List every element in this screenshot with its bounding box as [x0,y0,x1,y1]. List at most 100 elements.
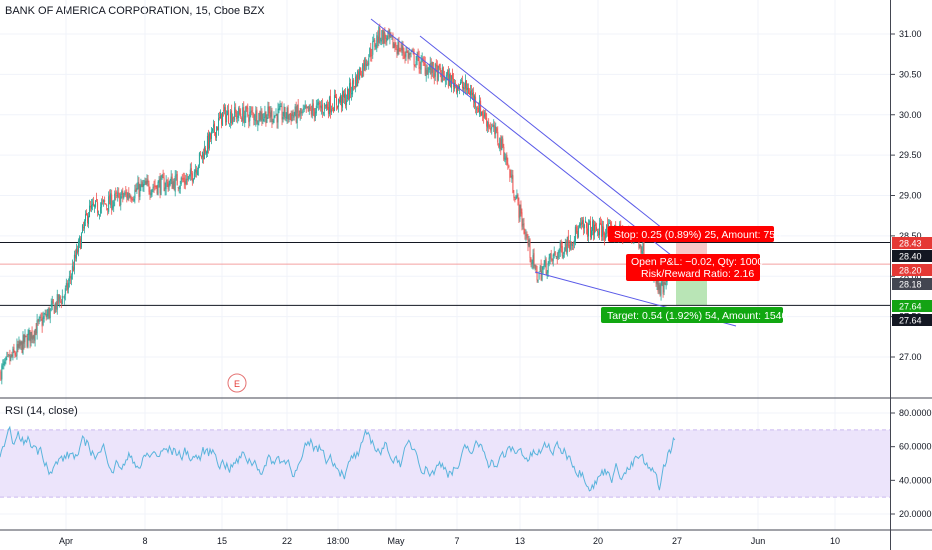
stop-box[interactable]: Stop: 0.25 (0.89%) 25, Amount: 750 [608,226,781,242]
candle-body [420,58,422,70]
candle-body [133,198,135,201]
candle-body [515,196,517,199]
candle-body [17,344,19,348]
candle-body [551,258,553,261]
candle-body [195,169,197,174]
candle-body [287,107,289,119]
candle-body [194,169,196,173]
candle-body [182,178,184,180]
candle-body [284,107,286,118]
candle-body [377,36,379,43]
candle-body [189,169,191,177]
candle-body [67,282,69,290]
candle-body [606,225,608,234]
rsi-tick-label: 80.0000 [899,408,932,418]
candle-body [270,110,272,117]
candle-body [659,285,661,294]
candle-body [471,89,473,95]
candle-body [271,110,273,122]
candle-body [607,223,609,234]
candle-body [381,30,383,41]
candle-body [305,104,307,109]
candle-body [556,255,558,260]
rsi-axis[interactable]: 80.0000 60.0000 40.0000 20.0000 [890,408,932,519]
candle-body [523,223,525,234]
candle-body [400,48,402,50]
candle-body [601,223,603,237]
candle-body [507,163,509,165]
rsi-legend: RSI (14, close) [5,405,78,417]
candle-body [552,254,554,262]
candle-body [16,344,18,356]
price-label-box [892,300,932,312]
candle-body [599,223,601,236]
candle-body [597,231,599,233]
candle-body [81,225,83,233]
candle-body [232,117,234,125]
candle-body [312,103,314,111]
candle-body [72,266,74,271]
candle-body [508,165,510,168]
candle-body [479,100,481,114]
time-tick-label: Jun [751,536,766,546]
candle-body [581,220,583,225]
candle-body [593,219,595,236]
candle-body [542,266,544,270]
candle-body [308,105,310,112]
candle-body [640,244,642,253]
candle-body [173,180,175,190]
price-label-box [892,237,932,249]
candle-body [78,237,80,243]
candle-body [398,40,400,52]
candle-body [87,214,89,223]
candle-body [439,67,441,73]
candle-body [37,320,39,322]
candle-body [584,220,586,223]
candle-body [221,113,223,125]
candle-body [307,106,309,112]
candle-body [286,107,288,119]
candle-body [23,334,25,344]
candle-body [272,120,274,122]
price-axis[interactable]: 31.0030.5030.0029.5029.0028.5028.0027.50… [890,29,922,362]
time-axis[interactable]: Apr 8 15 22 18:00 May 7 13 20 27 Jun 10 [59,536,840,546]
candle-body [470,91,472,96]
candle-body [247,107,249,116]
candle-body [170,176,172,181]
candle-body [222,112,224,126]
candle-body [229,123,231,125]
candle-body [275,113,277,115]
candle-body [534,265,536,267]
candle-body [452,78,454,88]
candle-body [437,65,439,81]
candle-body [234,107,236,121]
candle-body [28,330,30,335]
candle-body [314,111,316,118]
candle-body [301,111,303,114]
candle-body [231,110,233,123]
candle-body [577,227,579,237]
target-box[interactable]: Target: 0.54 (1.92%) 54, Amount: 1540 [601,307,788,323]
candle-body [443,75,445,81]
candle-body [368,57,370,66]
candle-body [491,127,493,129]
candle-body [477,107,479,109]
candle-body [506,155,508,166]
candle-body [169,179,171,186]
candle-body [160,176,162,195]
candle-body [290,113,292,122]
candle-body [294,106,296,116]
candle-body [85,213,87,215]
candle-body [480,100,482,116]
candle-body [360,67,362,75]
candle-body [316,103,318,105]
candle-body [457,85,459,89]
candle-body [192,178,194,182]
candle-body [455,84,457,93]
earnings-marker[interactable]: E [227,373,247,393]
candle-body [139,185,141,197]
open-pnl-box[interactable]: Open P&L: −0.02, Qty: 1000 Risk/Reward R… [626,254,763,281]
candle-body [242,107,244,121]
candle-body [129,195,131,198]
candle-body [494,126,496,135]
